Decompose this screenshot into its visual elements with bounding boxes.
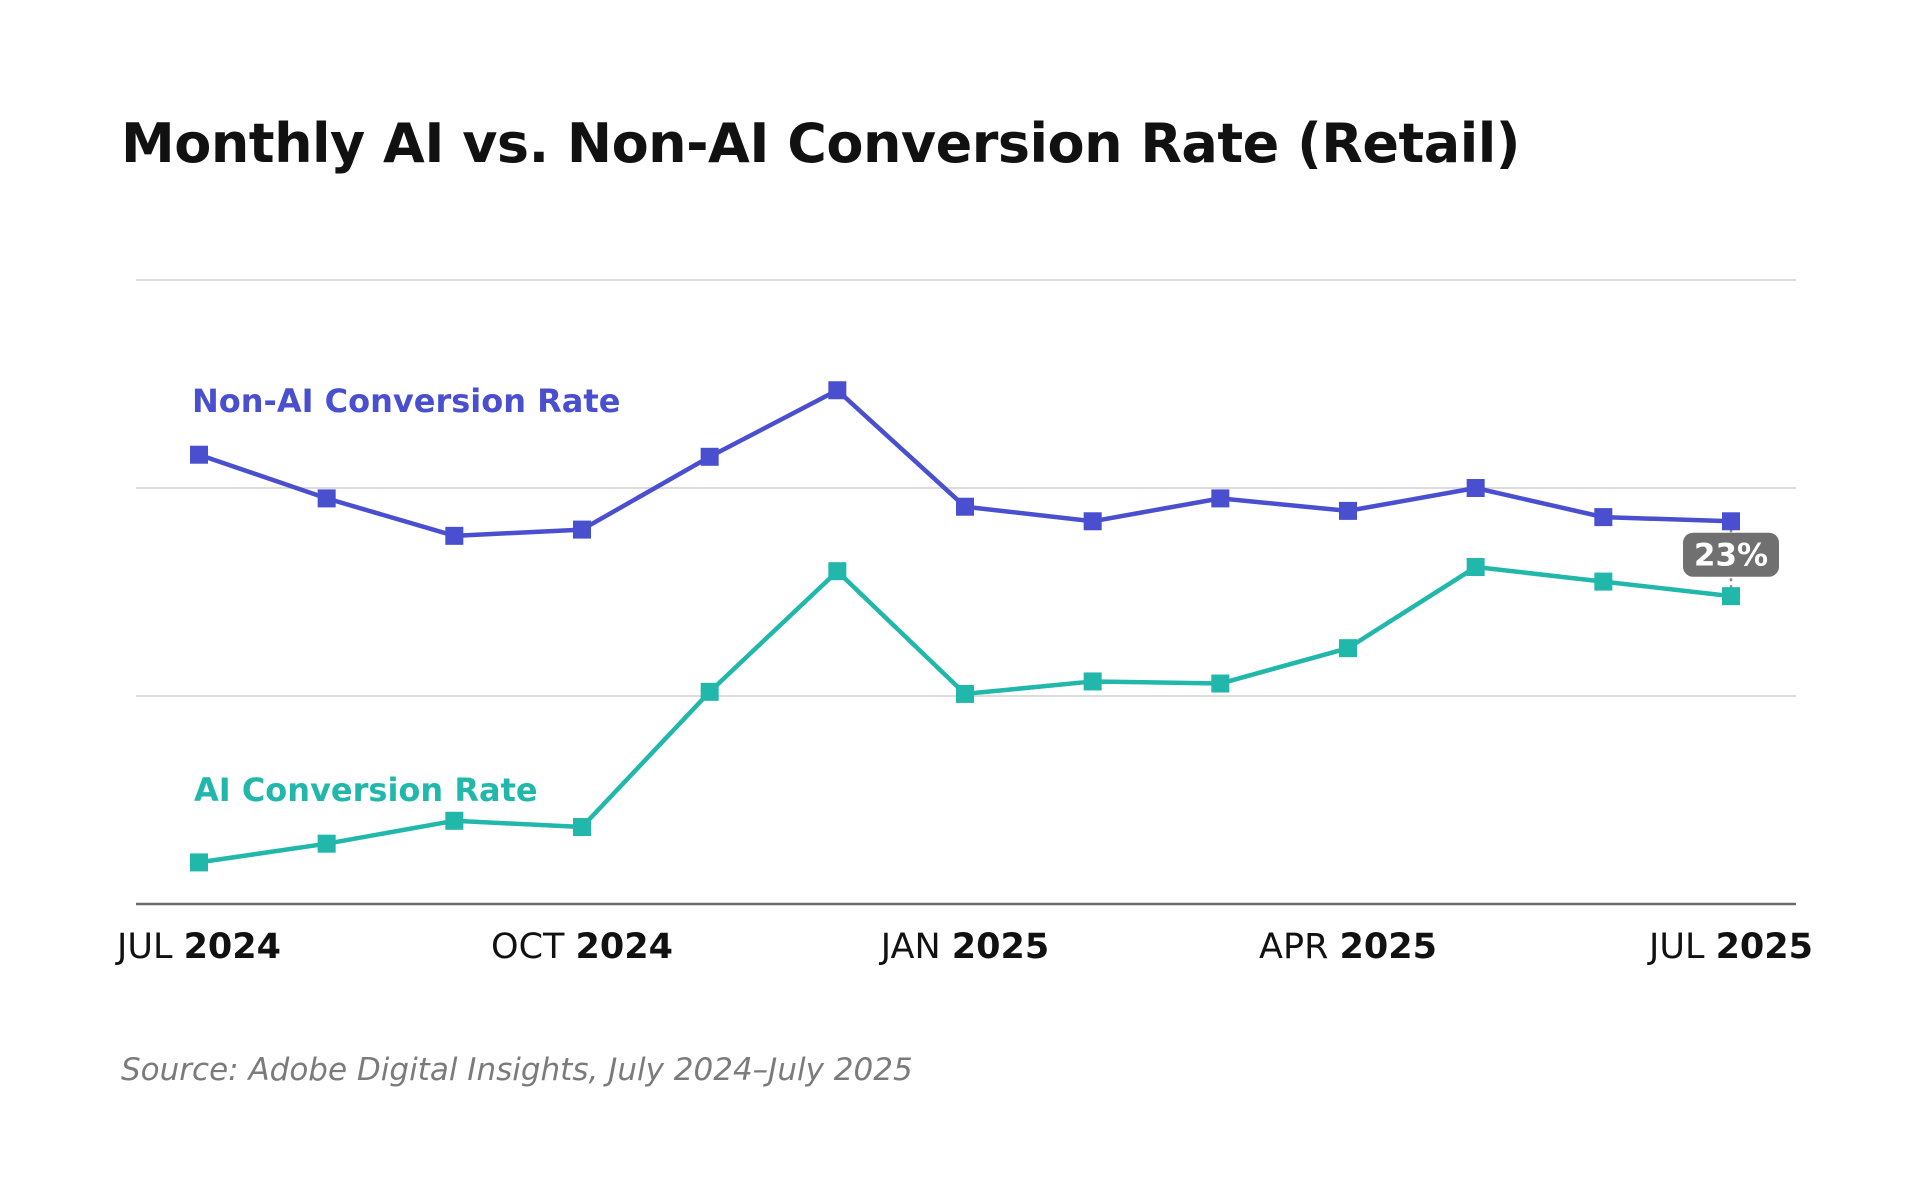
data-point xyxy=(700,447,719,466)
data-point xyxy=(1594,572,1613,591)
data-point xyxy=(956,684,974,703)
data-point xyxy=(1083,672,1102,691)
data-point xyxy=(445,526,464,545)
series-line xyxy=(196,564,1734,865)
data-point xyxy=(828,381,847,400)
chart-title: Monthly AI vs. Non-AI Conversion Rate (R… xyxy=(121,112,1520,175)
data-point xyxy=(1722,512,1740,531)
data-point xyxy=(573,818,591,837)
x-tick-label: JAN 2025 xyxy=(879,927,1049,967)
data-point xyxy=(317,489,336,508)
x-tick-label: APR 2025 xyxy=(1259,927,1437,967)
data-point xyxy=(700,682,719,701)
data-point xyxy=(190,853,208,872)
source-note: Source: Adobe Digital Insights, July 202… xyxy=(121,1052,913,1088)
data-point xyxy=(956,497,974,516)
data-point xyxy=(1722,587,1740,606)
data-point xyxy=(317,834,336,853)
x-tick-label: JUL 2024 xyxy=(115,927,281,967)
x-tick-label: JUL 2025 xyxy=(1647,927,1813,967)
data-point xyxy=(828,562,847,581)
data-point xyxy=(445,811,464,830)
data-point xyxy=(1083,512,1102,531)
data-point xyxy=(573,520,591,539)
data-point xyxy=(1466,558,1485,577)
annotation-text: 23% xyxy=(1694,538,1768,574)
data-point xyxy=(1466,479,1485,497)
data-point xyxy=(1211,674,1230,693)
data-point xyxy=(1339,501,1357,520)
data-point xyxy=(1211,489,1230,508)
data-point xyxy=(1339,639,1357,658)
data-point xyxy=(190,445,208,464)
series-label: AI Conversion Rate xyxy=(194,771,538,809)
series-label: Non-AI Conversion Rate xyxy=(192,382,620,420)
data-point xyxy=(1594,508,1613,527)
annotation-badge xyxy=(1683,532,1779,577)
x-tick-label: OCT 2024 xyxy=(491,927,673,967)
